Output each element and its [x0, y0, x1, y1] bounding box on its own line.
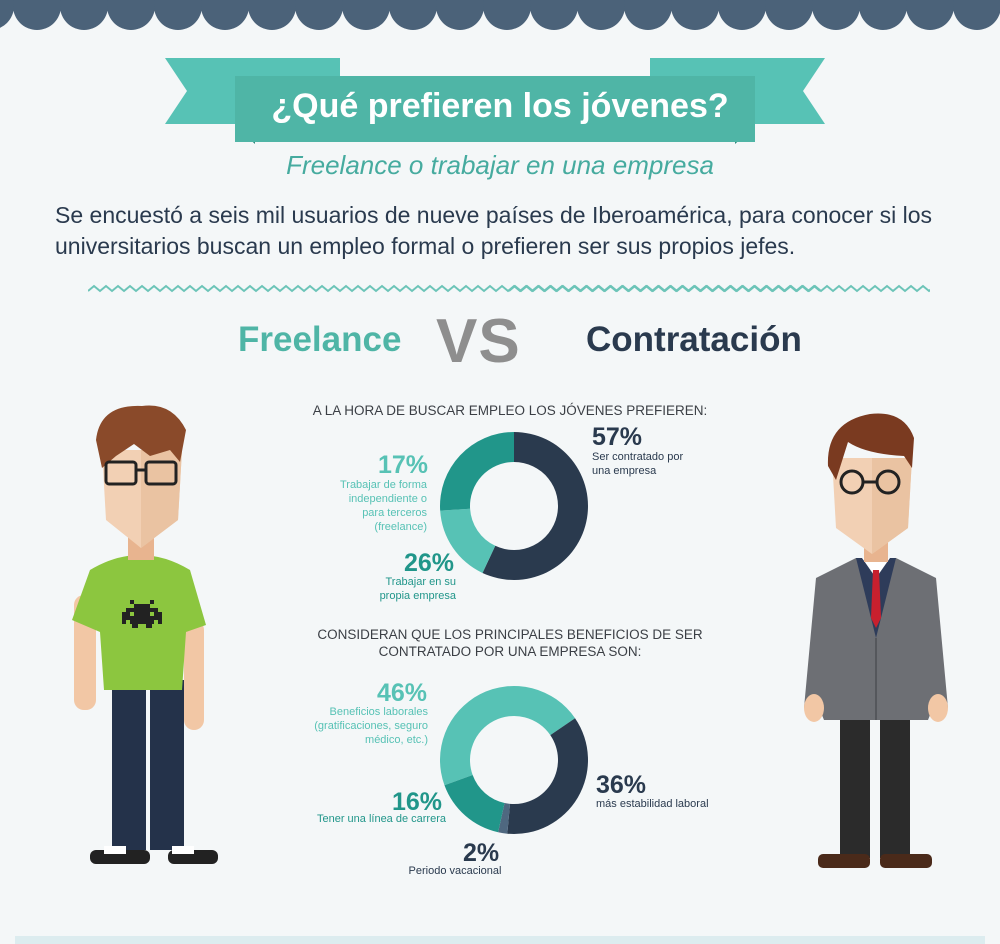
slice-linea-carrera [444, 775, 505, 833]
slice-propia-empresa [440, 432, 514, 511]
label-freelance: Trabajar de forma independiente o para t… [339, 479, 427, 533]
title-ribbon [165, 58, 825, 144]
businessman-character [804, 413, 948, 868]
slice-contratado [482, 432, 588, 580]
pct-linea-carrera: 16% [392, 788, 443, 816]
intro-text: Se encuestó a seis mil usuarios de nueve… [55, 202, 933, 259]
slice-freelance [440, 508, 496, 573]
pct-beneficios: 46% [377, 679, 428, 707]
pct-propia-empresa: 26% [404, 549, 455, 577]
pct-estabilidad: 36% [596, 771, 647, 799]
pct-contratado: 57% [592, 423, 643, 451]
zigzag-divider [88, 284, 930, 293]
slice-estabilidad [507, 718, 588, 834]
donut-chart-preferences [440, 432, 588, 580]
survey2-question: CONSIDERAN QUE LOS PRINCIPALES BENEFICIO… [317, 627, 703, 659]
label-estabilidad: más estabilidad laboral [596, 798, 709, 810]
footer-bar [15, 936, 985, 944]
slice-beneficios [440, 686, 576, 786]
label-linea-carrera: Tener una línea de carrera [316, 813, 446, 825]
vs-label: VS [436, 307, 521, 376]
freelancer-character [72, 405, 218, 864]
label-vacacional: Periodo vacacional [408, 865, 502, 877]
scalloped-border [0, 0, 1000, 30]
pct-freelance: 17% [378, 451, 429, 479]
contratacion-heading: Contratación [586, 320, 802, 359]
page-title: ¿Qué prefieren los jóvenes? [271, 87, 729, 125]
label-propia-empresa: Trabajar en su propia empresa [379, 576, 456, 602]
page-subtitle: Freelance o trabajar en una empresa [286, 150, 714, 180]
freelance-heading: Freelance [238, 320, 402, 359]
donut-chart-benefits [440, 686, 588, 834]
label-beneficios: Beneficios laborales (gratificaciones, s… [314, 706, 428, 746]
survey1-question: A LA HORA DE BUSCAR EMPLEO LOS JÓVENES P… [312, 403, 708, 418]
pct-vacacional: 2% [463, 839, 500, 867]
label-contratado: Ser contratado por una empresa [592, 451, 684, 477]
slice-vacacional [498, 802, 511, 834]
